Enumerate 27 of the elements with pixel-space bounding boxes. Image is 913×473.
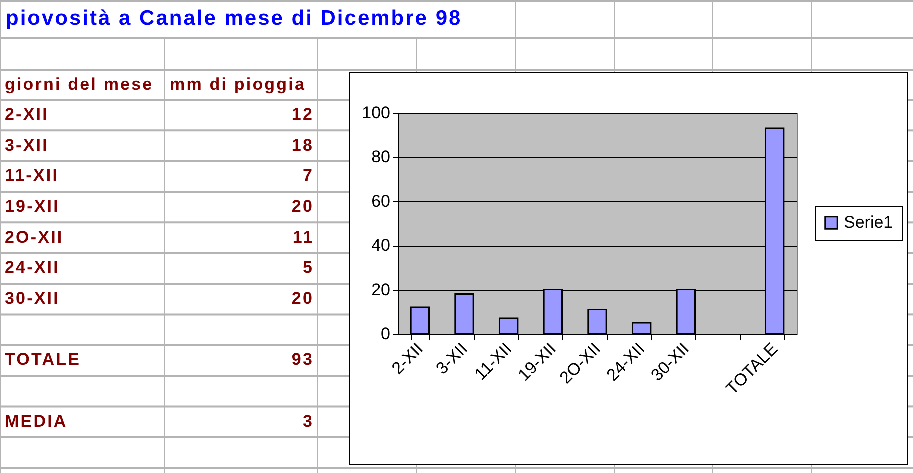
data-label: 5 [302, 258, 314, 278]
category-label: 2O-XII [5, 228, 64, 248]
data-label: 3 [302, 412, 314, 432]
category-label: 3-XII [5, 136, 49, 156]
y-tick-label: 100 [362, 104, 390, 122]
data-label: 11 [292, 228, 314, 248]
y-tick-label: 40 [372, 236, 390, 256]
legend-label: Serie1 [844, 213, 894, 232]
category-label: 11-XII [5, 166, 60, 186]
text: piovosità a Canale mese di Dicembre 98 [6, 7, 462, 30]
data-label: 12 [292, 105, 314, 125]
category-label: MEDIA [5, 412, 68, 432]
category-label: 24-XII [5, 258, 60, 278]
text: mm di pioggia [170, 75, 306, 95]
data-label: 7 [302, 166, 314, 186]
y-tick-label: 80 [372, 148, 390, 167]
data-label: 18 [292, 136, 314, 156]
y-tick-label: 20 [372, 280, 390, 300]
text: giorni del mese [5, 75, 154, 95]
category-label: 30-XII [5, 289, 60, 310]
data-label: 20 [292, 197, 314, 217]
data-label: 20 [292, 289, 314, 310]
y-tick-label: 0 [381, 324, 390, 344]
category-label: 2-XII [5, 105, 49, 125]
data-label: 93 [292, 350, 314, 370]
y-tick-label: 60 [372, 192, 390, 211]
category-label: 19-XII [5, 197, 60, 217]
